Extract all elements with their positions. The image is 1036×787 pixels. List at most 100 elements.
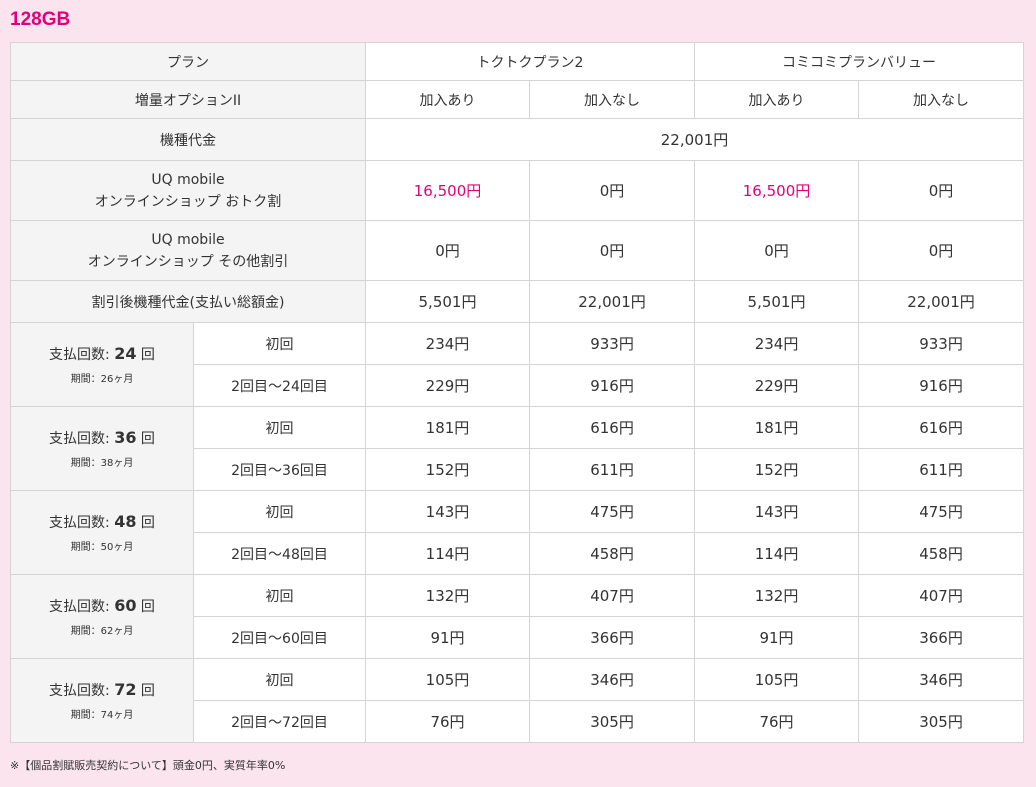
other-discount-value: 0円 — [528, 220, 696, 281]
installment-first-label: 初回 — [193, 658, 366, 701]
installment-prefix: 支払回数: — [49, 347, 115, 363]
installment-first-value: 407円 — [858, 574, 1025, 617]
plan-komikomi-value: コミコミプランバリュー — [694, 42, 1025, 81]
installment-count-number: 72 — [114, 680, 137, 699]
online-discount-label-line2: オンラインショップ おトク割 — [94, 193, 282, 210]
plan-tokutoku2: トクトクプラン2 — [364, 42, 696, 81]
online-discount-value: 0円 — [858, 160, 1025, 221]
installment-first-value: 105円 — [694, 658, 860, 701]
device-price-row: 機種代金 22,001円 — [10, 118, 1025, 161]
installment-first-value: 616円 — [528, 406, 696, 449]
installment-rest-label: 2回目〜36回目 — [193, 448, 366, 491]
option-label: 増量オプションII — [10, 80, 366, 119]
installment-period: 期間：26ヶ月 — [70, 374, 134, 385]
footnote: ※【個品割賦販売契約について】頭金0円、実質年率0% — [10, 759, 286, 772]
installment-first-value: 933円 — [528, 322, 696, 365]
installment-prefix: 支払回数: — [49, 515, 115, 531]
online-discount-label-line1: UQ mobile — [151, 171, 225, 188]
installment-rest-value: 458円 — [528, 532, 696, 575]
installment-period: 期間：38ヶ月 — [70, 458, 134, 469]
installment-first-value: 346円 — [858, 658, 1025, 701]
installment-rest-value: 91円 — [365, 616, 530, 659]
installment-rest-value: 229円 — [365, 364, 530, 407]
installment-rest-label: 2回目〜24回目 — [193, 364, 366, 407]
option-with-2: 加入あり — [694, 80, 860, 119]
installment-suffix: 回 — [136, 515, 155, 531]
installment-first-label: 初回 — [193, 574, 366, 617]
other-discount-label: UQ mobile オンラインショップ その他割引 — [10, 220, 366, 281]
installment-suffix: 回 — [136, 431, 155, 447]
installment-count-label: 支払回数: 24 回期間：26ヶ月 — [10, 322, 194, 407]
installment-first-row: 支払回数: 24 回期間：26ヶ月 初回 234円 933円 234円 933円 — [10, 322, 1025, 407]
installment-rest-value: 152円 — [694, 448, 860, 491]
installment-rest-row: 2回目〜24回目 229円 916円 229円 916円 — [11, 364, 1025, 407]
installment-count: 支払回数: 60 回 — [11, 596, 193, 616]
installment-rest-value: 114円 — [694, 532, 860, 575]
other-discount-value: 0円 — [858, 220, 1025, 281]
device-price-label: 機種代金 — [10, 118, 366, 161]
installment-count-label: 支払回数: 48 回期間：50ヶ月 — [10, 490, 194, 575]
option-with-1: 加入あり — [365, 80, 530, 119]
installment-rest-row: 2回目〜36回目 152円 611円 152円 611円 — [11, 448, 1025, 491]
other-discount-value: 0円 — [694, 220, 860, 281]
after-discount-value: 5,501円 — [365, 280, 530, 323]
installment-count-number: 48 — [114, 512, 137, 531]
installment-suffix: 回 — [136, 347, 155, 363]
online-discount-label: UQ mobile オンラインショップ おトク割 — [10, 160, 366, 221]
installment-rest-value: 366円 — [858, 616, 1025, 659]
installment-rest-value: 114円 — [365, 532, 530, 575]
installment-first-label: 初回 — [193, 322, 366, 365]
installment-first-row: 支払回数: 60 回期間：62ヶ月 初回 132円 407円 132円 407円 — [10, 574, 1025, 659]
installment-rest-label: 2回目〜72回目 — [193, 700, 366, 743]
installment-first-value: 143円 — [365, 490, 530, 533]
installment-first-value: 143円 — [694, 490, 860, 533]
installment-first-label: 初回 — [193, 406, 366, 449]
option-row: 増量オプションII 加入あり 加入なし 加入あり 加入なし — [10, 80, 1025, 119]
installment-count-label: 支払回数: 36 回期間：38ヶ月 — [10, 406, 194, 491]
installment-rest-value: 305円 — [528, 700, 696, 743]
installment-count-label: 支払回数: 60 回期間：62ヶ月 — [10, 574, 194, 659]
installment-rest-value: 91円 — [694, 616, 860, 659]
option-without-1: 加入なし — [528, 80, 696, 119]
installment-first-value: 105円 — [365, 658, 530, 701]
installment-first-value: 346円 — [528, 658, 696, 701]
installment-first-row: 支払回数: 48 回期間：50ヶ月 初回 143円 475円 143円 475円 — [10, 490, 1025, 575]
installment-count: 支払回数: 72 回 — [11, 680, 193, 700]
installment-period: 期間：74ヶ月 — [70, 710, 134, 721]
after-discount-value: 22,001円 — [858, 280, 1025, 323]
installment-first-row: 支払回数: 36 回期間：38ヶ月 初回 181円 616円 181円 616円 — [10, 406, 1025, 491]
other-discount-value: 0円 — [365, 220, 530, 281]
option-without-2: 加入なし — [858, 80, 1025, 119]
installment-first-value: 933円 — [858, 322, 1025, 365]
price-table: プラン トクトクプラン2 コミコミプランバリュー 増量オプションII 加入あり … — [10, 42, 1025, 743]
installment-first-value: 475円 — [858, 490, 1025, 533]
installment-rest-row: 2回目〜72回目 76円 305円 76円 305円 — [11, 700, 1025, 743]
installment-rest-value: 366円 — [528, 616, 696, 659]
after-discount-value: 22,001円 — [528, 280, 696, 323]
installment-period: 期間：50ヶ月 — [70, 542, 134, 553]
installment-suffix: 回 — [136, 683, 155, 699]
installment-rest-value: 305円 — [858, 700, 1025, 743]
installment-rest-value: 229円 — [694, 364, 860, 407]
installment-first-value: 234円 — [365, 322, 530, 365]
installment-count: 支払回数: 36 回 — [11, 428, 193, 448]
installment-prefix: 支払回数: — [49, 431, 115, 447]
after-discount-row: 割引後機種代金(支払い総額金) 5,501円 22,001円 5,501円 22… — [10, 280, 1025, 323]
installment-rest-label: 2回目〜60回目 — [193, 616, 366, 659]
installment-rest-row: 2回目〜60回目 91円 366円 91円 366円 — [11, 616, 1025, 659]
other-discount-label-line1: UQ mobile — [151, 231, 225, 248]
installment-rest-value: 611円 — [858, 448, 1025, 491]
installment-rest-value: 916円 — [528, 364, 696, 407]
installment-count-number: 36 — [114, 428, 137, 447]
plan-row: プラン トクトクプラン2 コミコミプランバリュー — [10, 42, 1025, 81]
installment-prefix: 支払回数: — [49, 599, 115, 615]
installment-rest-value: 916円 — [858, 364, 1025, 407]
installment-rest-row: 2回目〜48回目 114円 458円 114円 458円 — [11, 532, 1025, 575]
other-discount-row: UQ mobile オンラインショップ その他割引 0円 0円 0円 0円 — [10, 220, 1025, 281]
installment-first-row: 支払回数: 72 回期間：74ヶ月 初回 105円 346円 105円 346円 — [10, 658, 1025, 743]
installment-count: 支払回数: 48 回 — [11, 512, 193, 532]
after-discount-label: 割引後機種代金(支払い総額金) — [10, 280, 366, 323]
installment-count-number: 60 — [114, 596, 137, 615]
online-discount-value: 16,500円 — [365, 160, 530, 221]
